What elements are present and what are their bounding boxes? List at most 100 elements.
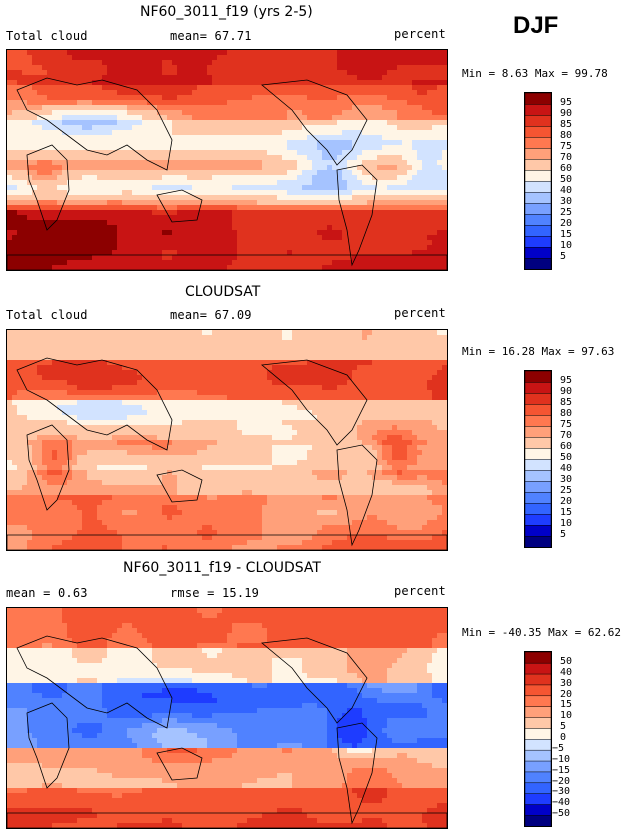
heatmap-cell xyxy=(107,360,113,366)
heatmap-cell xyxy=(27,215,33,221)
heatmap-cell xyxy=(82,225,88,231)
heatmap-cell xyxy=(22,55,28,61)
heatmap-cell xyxy=(372,95,378,101)
heatmap-cell xyxy=(162,85,168,91)
heatmap-cell xyxy=(37,255,43,261)
panel1-minmax: Min = 8.63 Max = 99.78 xyxy=(462,67,608,80)
heatmap-cell xyxy=(427,385,433,391)
heatmap-cell xyxy=(317,240,323,246)
heatmap-cell xyxy=(157,160,163,166)
heatmap-cell xyxy=(292,355,298,361)
heatmap-cell xyxy=(142,170,148,176)
heatmap-cell xyxy=(222,235,228,241)
heatmap-cell xyxy=(32,255,38,261)
heatmap-cell xyxy=(222,200,228,206)
heatmap-cell xyxy=(352,80,358,86)
heatmap-cell xyxy=(437,225,443,231)
heatmap-cell xyxy=(397,60,403,66)
heatmap-cell xyxy=(32,350,38,356)
heatmap-cell xyxy=(237,345,243,351)
heatmap-cell xyxy=(357,65,363,71)
heatmap-cell xyxy=(112,170,118,176)
heatmap-cell xyxy=(267,220,273,226)
heatmap-cell xyxy=(7,165,13,171)
heatmap-cell xyxy=(312,370,318,376)
heatmap-cell xyxy=(422,80,428,86)
heatmap-cell xyxy=(147,390,153,396)
heatmap-cell xyxy=(442,50,447,56)
heatmap-cell xyxy=(142,115,148,121)
heatmap-cell xyxy=(302,255,308,261)
heatmap-cell xyxy=(172,260,178,266)
heatmap-cell xyxy=(237,75,243,81)
heatmap-cell xyxy=(442,200,447,206)
heatmap-cell xyxy=(92,90,98,96)
heatmap-cell xyxy=(412,365,418,371)
heatmap-cell xyxy=(217,105,223,111)
heatmap-cell xyxy=(142,80,148,86)
heatmap-cell xyxy=(152,215,158,221)
heatmap-cell xyxy=(117,50,123,56)
heatmap-cell xyxy=(197,330,203,336)
heatmap-cell xyxy=(432,210,438,216)
heatmap-cell xyxy=(112,125,118,131)
heatmap-cell xyxy=(132,140,138,146)
heatmap-cell xyxy=(142,225,148,231)
heatmap-cell xyxy=(362,210,368,216)
heatmap-cell xyxy=(57,230,63,236)
heatmap-cell xyxy=(227,90,233,96)
heatmap-cell xyxy=(287,135,293,141)
heatmap-cell xyxy=(102,390,108,396)
heatmap-cell xyxy=(272,370,278,376)
heatmap-cell xyxy=(182,65,188,71)
heatmap-cell xyxy=(282,210,288,216)
heatmap-cell xyxy=(172,110,178,116)
heatmap-cell xyxy=(67,360,73,366)
heatmap-cell xyxy=(97,350,103,356)
heatmap-cell xyxy=(187,180,193,186)
heatmap-cell xyxy=(7,340,13,346)
heatmap-cell xyxy=(402,215,408,221)
heatmap-cell xyxy=(362,255,368,261)
heatmap-cell xyxy=(167,120,173,126)
heatmap-cell xyxy=(112,215,118,221)
heatmap-cell xyxy=(157,260,163,266)
heatmap-cell xyxy=(132,260,138,266)
heatmap-cell xyxy=(347,180,353,186)
heatmap-cell xyxy=(392,265,398,270)
heatmap-cell xyxy=(352,250,358,256)
heatmap-cell xyxy=(117,75,123,81)
heatmap-cell xyxy=(152,330,158,336)
heatmap-cell xyxy=(102,195,108,201)
heatmap-cell xyxy=(277,145,283,151)
heatmap-cell xyxy=(317,235,323,241)
heatmap-cell xyxy=(202,210,208,216)
heatmap-cell xyxy=(347,220,353,226)
heatmap-cell xyxy=(247,120,253,126)
panel2-center-label: mean= 67.09 xyxy=(170,308,252,322)
heatmap-cell xyxy=(67,165,73,171)
heatmap-cell xyxy=(227,190,233,196)
heatmap-cell xyxy=(137,335,143,341)
heatmap-cell xyxy=(22,365,28,371)
heatmap-cell xyxy=(197,165,203,171)
heatmap-cell xyxy=(267,385,273,391)
heatmap-cell xyxy=(397,155,403,161)
heatmap-cell xyxy=(82,155,88,161)
heatmap-cell xyxy=(57,70,63,76)
heatmap-cell xyxy=(52,190,58,196)
heatmap-cell xyxy=(32,165,38,171)
heatmap-cell xyxy=(272,265,278,270)
heatmap-cell xyxy=(282,85,288,91)
heatmap-cell xyxy=(57,390,63,396)
heatmap-cell xyxy=(97,250,103,256)
heatmap-cell xyxy=(12,95,18,101)
heatmap-cell xyxy=(307,95,313,101)
heatmap-cell xyxy=(147,365,153,371)
heatmap-cell xyxy=(222,75,228,81)
heatmap-cell xyxy=(382,60,388,66)
heatmap-cell xyxy=(252,80,258,86)
heatmap-cell xyxy=(177,170,183,176)
heatmap-cell xyxy=(17,55,23,61)
heatmap-cell xyxy=(122,100,128,106)
